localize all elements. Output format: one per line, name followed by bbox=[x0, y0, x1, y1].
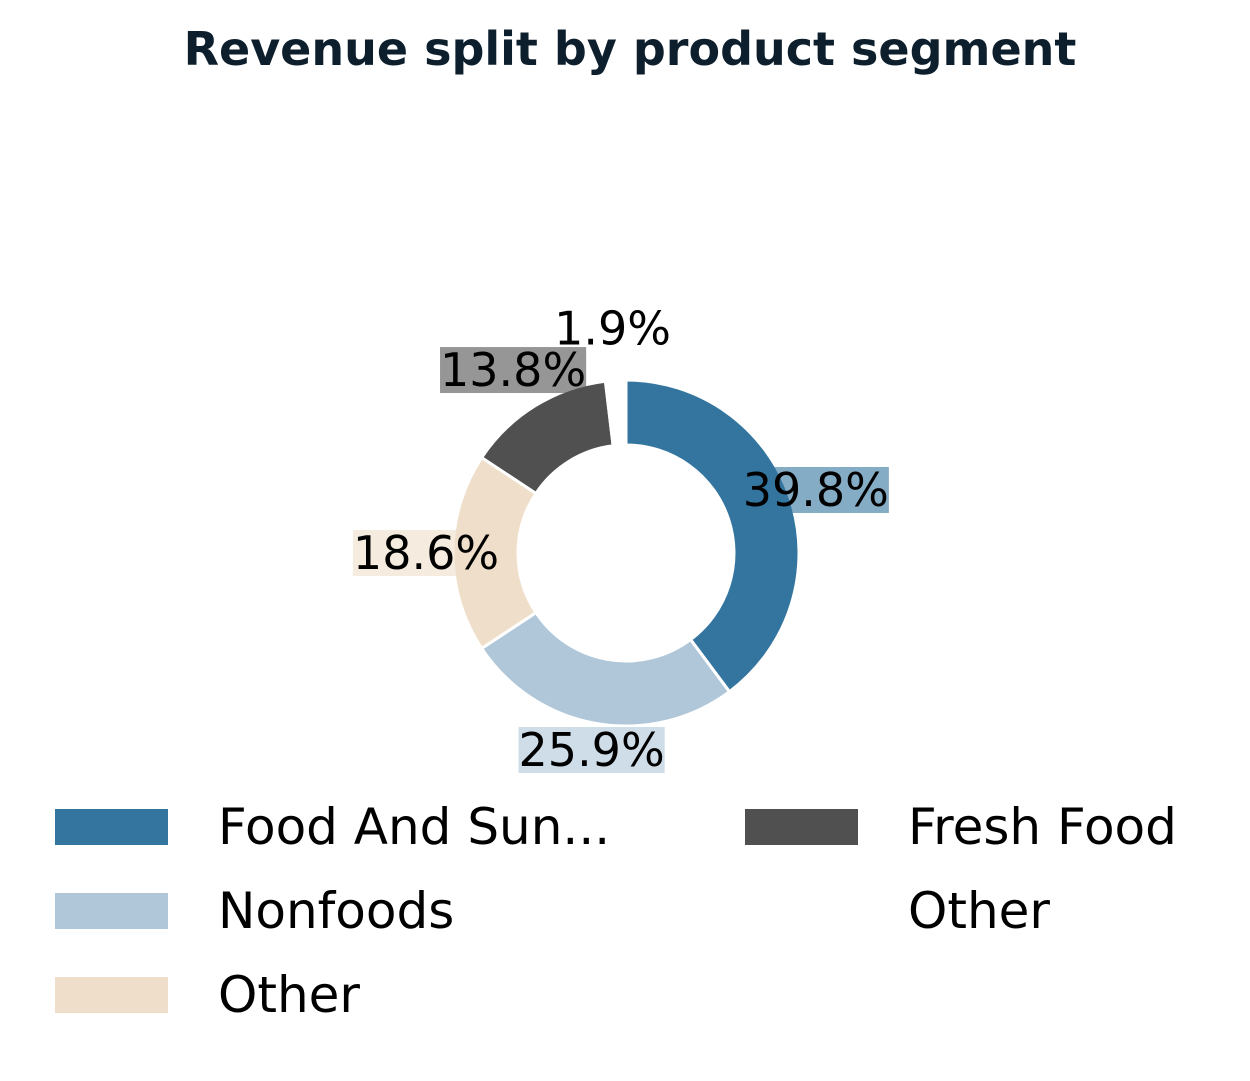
slice-label-4: 1.9% bbox=[554, 301, 671, 355]
slice-labels: 39.8% 25.9% 18.6% 13.8%1.9% bbox=[352, 301, 889, 777]
slice-label-bg-3 bbox=[440, 347, 587, 394]
legend-swatch-4 bbox=[745, 893, 858, 929]
chart-title: Revenue split by product segment bbox=[183, 22, 1077, 76]
donut-slice-0 bbox=[624, 378, 801, 694]
legend-swatch-0 bbox=[55, 809, 168, 845]
slice-label-group-2: 18.6% bbox=[352, 526, 500, 580]
slice-label-bg-1 bbox=[518, 727, 665, 774]
legend-label-3: Fresh Food bbox=[908, 798, 1177, 856]
slice-label-group-1: 25.9% bbox=[518, 723, 665, 777]
slice-label-bg-0 bbox=[742, 467, 889, 514]
slice-label-3: 13.8% bbox=[440, 343, 586, 397]
legend-swatch-1 bbox=[55, 893, 168, 929]
legend-swatch-2 bbox=[55, 977, 168, 1013]
slice-label-1: 25.9% bbox=[519, 723, 665, 777]
donut-slice-1 bbox=[479, 610, 732, 728]
legend-label-0: Food And Sun... bbox=[218, 798, 610, 856]
legend-label-1: Nonfoods bbox=[218, 882, 454, 940]
slice-label-0: 39.8% bbox=[743, 463, 889, 517]
slice-label-bg-2 bbox=[352, 530, 500, 576]
donut-slices bbox=[451, 378, 801, 728]
slice-label-group-0: 39.8% bbox=[742, 463, 889, 517]
donut-slice-4 bbox=[603, 378, 628, 448]
slice-label-group-4: 1.9% bbox=[554, 301, 671, 355]
slice-label-2: 18.6% bbox=[353, 526, 499, 580]
slice-label-group-3: 13.8% bbox=[440, 343, 587, 397]
legend-swatch-3 bbox=[745, 809, 858, 845]
legend-label-4: Other bbox=[908, 882, 1050, 940]
legend: Food And Sun... Nonfoods Other Fresh Food Ot… bbox=[55, 798, 1177, 1024]
legend-label-2: Other bbox=[218, 966, 360, 1024]
